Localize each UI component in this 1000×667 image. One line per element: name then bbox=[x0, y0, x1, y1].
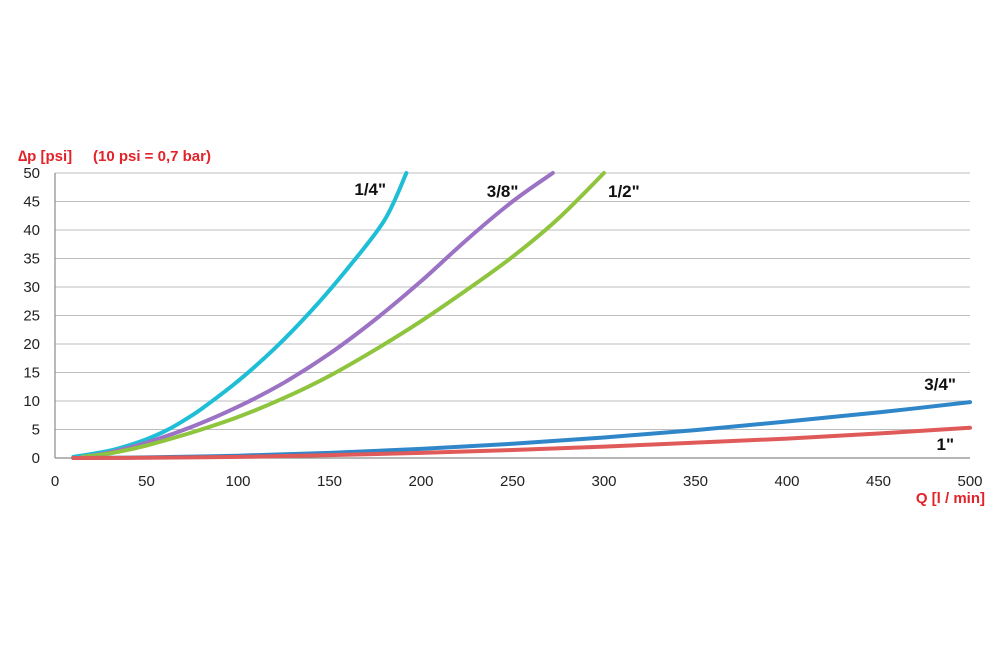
series-label: 3/8" bbox=[487, 182, 519, 201]
grid bbox=[55, 172, 970, 430]
series-label: 1/4" bbox=[354, 180, 386, 199]
y-tick-label: 50 bbox=[23, 165, 40, 182]
series-label: 3/4" bbox=[924, 375, 956, 394]
y-axis-title: ∆p [psi] bbox=[18, 148, 72, 165]
series-label: 1" bbox=[936, 435, 954, 454]
y-tick-label: 5 bbox=[32, 422, 40, 439]
y-tick-label: 30 bbox=[23, 279, 40, 296]
y-axis-note: (10 psi = 0,7 bar) bbox=[93, 148, 211, 165]
series-label: 1/2" bbox=[608, 182, 640, 201]
x-tick-label: 200 bbox=[408, 473, 433, 490]
series-line bbox=[71, 425, 972, 460]
y-tick-label: 40 bbox=[23, 222, 40, 239]
y-tick-label: 10 bbox=[23, 393, 40, 410]
x-tick-label: 150 bbox=[317, 473, 342, 490]
x-tick-label: 450 bbox=[866, 473, 891, 490]
series-line bbox=[80, 171, 606, 459]
y-tick-label: 15 bbox=[23, 365, 40, 382]
y-tick-label: 35 bbox=[23, 251, 40, 268]
y-tick-label: 45 bbox=[23, 194, 40, 211]
x-tick-label: 300 bbox=[591, 473, 616, 490]
series-group bbox=[71, 171, 972, 460]
y-tick-label: 20 bbox=[23, 336, 40, 353]
x-tick-label: 100 bbox=[225, 473, 250, 490]
x-axis-title: Q [l / min] bbox=[916, 490, 985, 507]
series-line bbox=[80, 171, 555, 459]
x-tick-label: 400 bbox=[774, 473, 799, 490]
y-tick-label: 25 bbox=[23, 308, 40, 325]
x-tick-label: 250 bbox=[500, 473, 525, 490]
x-tick-label: 0 bbox=[51, 473, 59, 490]
y-tick-label: 0 bbox=[32, 450, 40, 467]
x-tick-label: 500 bbox=[957, 473, 982, 490]
x-tick-label: 50 bbox=[138, 473, 155, 490]
x-tick-label: 350 bbox=[683, 473, 708, 490]
